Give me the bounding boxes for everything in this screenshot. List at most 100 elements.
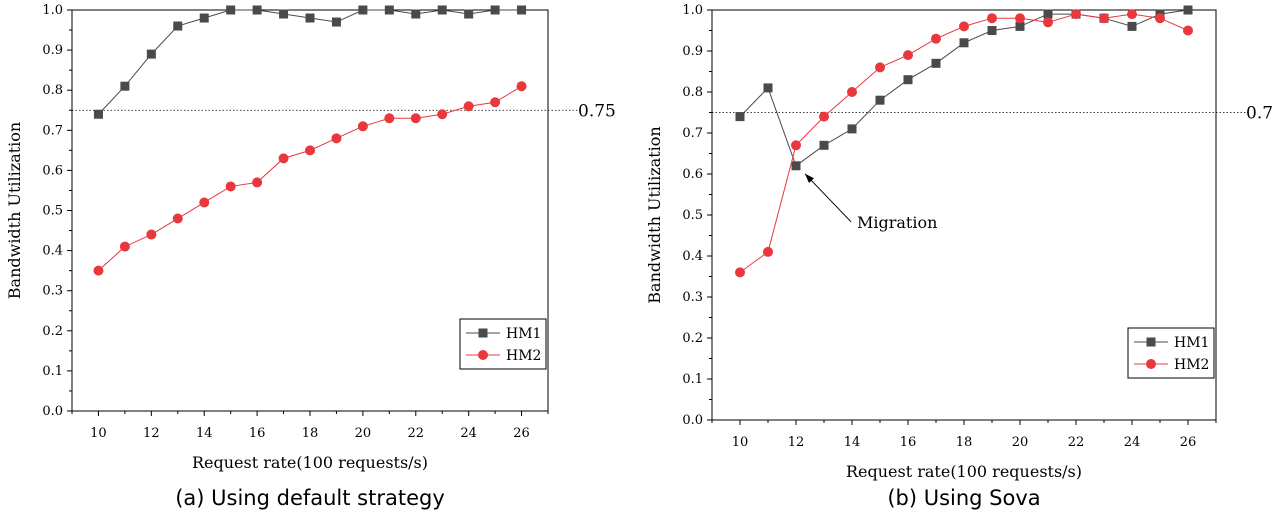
- data-point-hm2: [931, 33, 941, 44]
- data-point-hm2: [331, 133, 342, 144]
- data-point-hm1: [173, 21, 183, 31]
- y-tick-label: 0.1: [42, 364, 63, 379]
- x-tick-label: 12: [788, 435, 805, 450]
- data-point-hm2: [1099, 13, 1109, 24]
- data-point-hm2: [847, 87, 857, 97]
- x-tick-label: 16: [249, 426, 266, 441]
- legend-marker-hm1: [1146, 337, 1156, 347]
- data-point-hm1: [987, 26, 997, 35]
- data-point-hm2: [93, 265, 104, 276]
- y-tick-label: 0.5: [682, 208, 703, 223]
- y-tick-label: 0.8: [42, 83, 63, 98]
- data-point-hm1: [931, 58, 941, 68]
- x-tick-label: 22: [1068, 435, 1085, 450]
- x-tick-label: 12: [143, 426, 160, 441]
- series-line-hm1: [739, 9, 1189, 167]
- y-tick-label: 0.1: [682, 372, 703, 387]
- y-tick-label: 1.0: [42, 3, 63, 18]
- legend-marker-hm2: [478, 350, 488, 360]
- x-tick-label: 26: [513, 426, 530, 441]
- data-point-hm1: [1015, 21, 1025, 31]
- data-point-hm2: [875, 62, 885, 73]
- data-point-hm1: [464, 9, 474, 19]
- data-point-hm2: [119, 241, 130, 252]
- data-point-hm1: [819, 140, 829, 150]
- y-tick-label: 0.3: [682, 290, 703, 305]
- data-point-hm1: [146, 49, 156, 59]
- legend-label-hm1: HM1: [506, 326, 541, 342]
- x-tick-label: 10: [732, 435, 749, 450]
- data-point-hm1: [875, 95, 885, 105]
- x-tick-label: 22: [408, 426, 425, 441]
- y-tick-label: 0.6: [42, 163, 63, 178]
- data-point-hm1: [331, 17, 341, 27]
- data-point-hm2: [199, 197, 210, 208]
- data-point-hm1: [903, 75, 913, 85]
- data-point-hm2: [1071, 9, 1081, 20]
- data-point-hm2: [305, 145, 315, 156]
- data-point-hm1: [358, 5, 368, 15]
- y-tick-label: 0.2: [682, 331, 703, 346]
- data-point-hm2: [516, 81, 527, 92]
- legend-box: [459, 318, 547, 370]
- data-point-hm2: [763, 246, 773, 257]
- y-tick-label: 0.7: [42, 123, 63, 138]
- data-point-hm2: [791, 140, 801, 151]
- data-point-hm2: [172, 213, 183, 224]
- data-point-hm2: [819, 111, 829, 122]
- data-point-hm2: [278, 153, 289, 164]
- y-tick-label: 0.3: [42, 284, 63, 299]
- x-tick-label: 18: [956, 435, 973, 450]
- x-tick-label: 14: [196, 426, 213, 441]
- data-point-hm2: [252, 177, 263, 188]
- data-point-hm1: [791, 161, 801, 171]
- data-point-hm1: [735, 112, 745, 122]
- data-point-hm1: [959, 38, 969, 48]
- data-point-hm1: [226, 5, 236, 15]
- data-point-hm2: [1183, 25, 1193, 36]
- chart-panel-b: 0.0 0.1 0.2 0.3 0.4 0.5 0.6 0.7 0.8 0.9 1.0 10 12 14 1…: [645, 3, 1274, 510]
- x-tick-label: 20: [355, 426, 372, 441]
- x-tick-label: 24: [460, 426, 477, 441]
- figure-caption: (a) Using default strategy: [175, 486, 445, 510]
- y-tick-label: 1.0: [682, 3, 703, 18]
- series-line-hm2: [98, 85, 522, 272]
- data-point-hm1: [93, 109, 103, 119]
- data-point-hm2: [987, 13, 997, 24]
- data-point-hm1: [1183, 5, 1193, 15]
- y-tick-label: 0.7: [682, 126, 703, 141]
- y-axis-label: Bandwidth Utilization: [645, 126, 664, 303]
- data-point-hm1: [763, 83, 773, 93]
- data-point-hm1: [384, 5, 394, 15]
- x-tick-label: 20: [1012, 435, 1029, 450]
- reference-line-label: 0.75: [578, 101, 616, 121]
- y-tick-label: 0.0: [42, 404, 63, 419]
- data-point-hm2: [735, 267, 745, 278]
- data-point-hm2: [357, 121, 368, 132]
- series-line-hm1: [98, 9, 522, 115]
- y-tick-label: 0.8: [682, 85, 703, 100]
- annotation-arrow-shaft: [804, 173, 852, 223]
- y-tick-label: 0.2: [42, 324, 63, 339]
- data-point-hm2: [959, 21, 969, 32]
- x-tick-label: 18: [302, 426, 319, 441]
- data-point-hm2: [1127, 9, 1137, 20]
- series-line-hm2: [739, 13, 1189, 273]
- data-point-hm2: [463, 101, 474, 112]
- y-tick-label: 0.0: [682, 413, 703, 428]
- data-point-hm1: [847, 124, 857, 134]
- data-point-hm1: [199, 13, 209, 23]
- data-point-hm1: [517, 5, 527, 15]
- reference-line-label: 0.75: [1246, 104, 1274, 124]
- data-point-hm1: [305, 13, 315, 23]
- annotation-label: Migration: [857, 213, 937, 232]
- x-tick-label: 14: [844, 435, 861, 450]
- legend-label-hm2: HM2: [506, 348, 541, 364]
- data-point-hm2: [490, 97, 501, 108]
- data-point-hm1: [252, 5, 262, 15]
- data-point-hm2: [1015, 13, 1025, 24]
- y-tick-label: 0.4: [42, 244, 63, 259]
- data-point-hm1: [490, 5, 500, 15]
- data-point-hm1: [120, 81, 130, 91]
